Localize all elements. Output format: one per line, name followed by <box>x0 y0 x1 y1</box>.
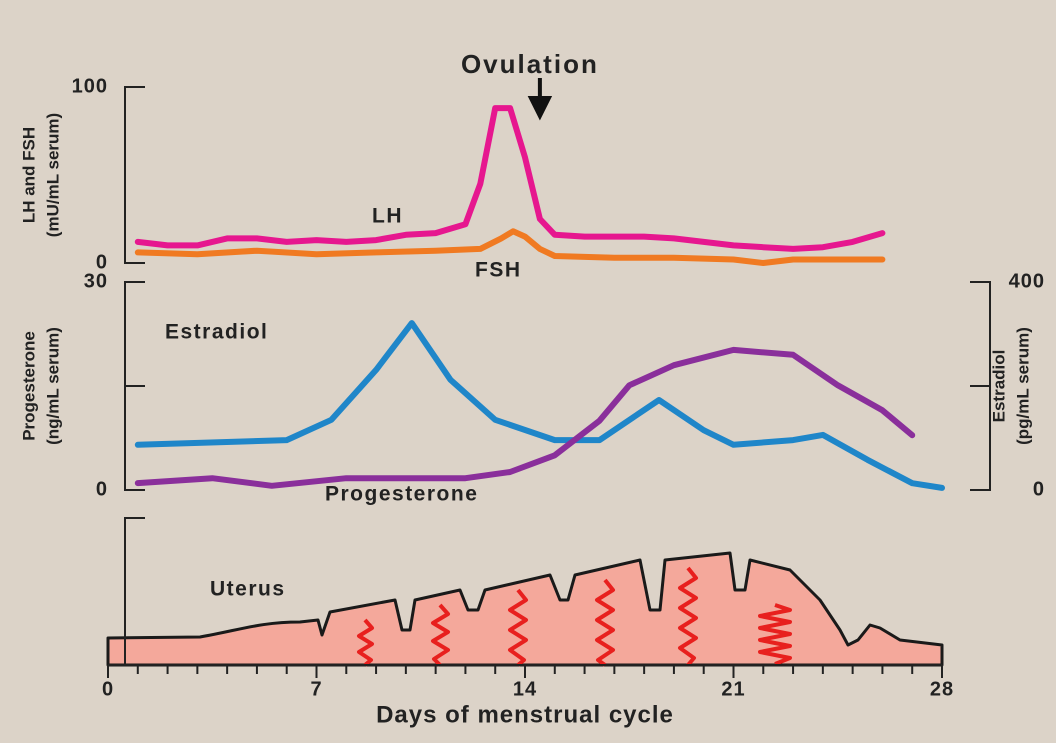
x-tick-label: 7 <box>310 678 322 700</box>
series-label: FSH <box>475 259 522 282</box>
x-tick-label: 28 <box>930 678 954 700</box>
y2-axis-title: (pg/mL serum) <box>1013 327 1032 445</box>
y-axis-title: (ng/mL serum) <box>43 327 62 445</box>
x-axis-title: Days of menstrual cycle <box>376 701 674 728</box>
series-label: LH <box>372 205 403 228</box>
y2-axis-title: Estradiol <box>989 350 1008 423</box>
uterus-label: Uterus <box>210 578 286 601</box>
series-label: Estradiol <box>165 321 268 344</box>
annotation: Ovulation <box>461 49 599 79</box>
x-tick-label: 0 <box>102 678 114 700</box>
y-axis-title: LH and FSH <box>19 127 38 223</box>
y-tick-label: 100 <box>72 75 108 97</box>
y-axis-title: (mU/mL serum) <box>43 113 62 237</box>
x-tick-label: 14 <box>513 678 537 700</box>
x-tick-label: 21 <box>721 678 745 700</box>
figure: Uterus Days of menstrual cycle LH and FS… <box>0 0 1056 743</box>
y-tick-label: 0 <box>96 478 108 500</box>
y2-tick-label: 0 <box>1033 478 1045 500</box>
y2-tick-label: 400 <box>1009 270 1045 292</box>
y-tick-label: 30 <box>84 270 108 292</box>
series-label: Progesterone <box>325 483 478 506</box>
y-axis-title: Progesterone <box>19 331 38 441</box>
